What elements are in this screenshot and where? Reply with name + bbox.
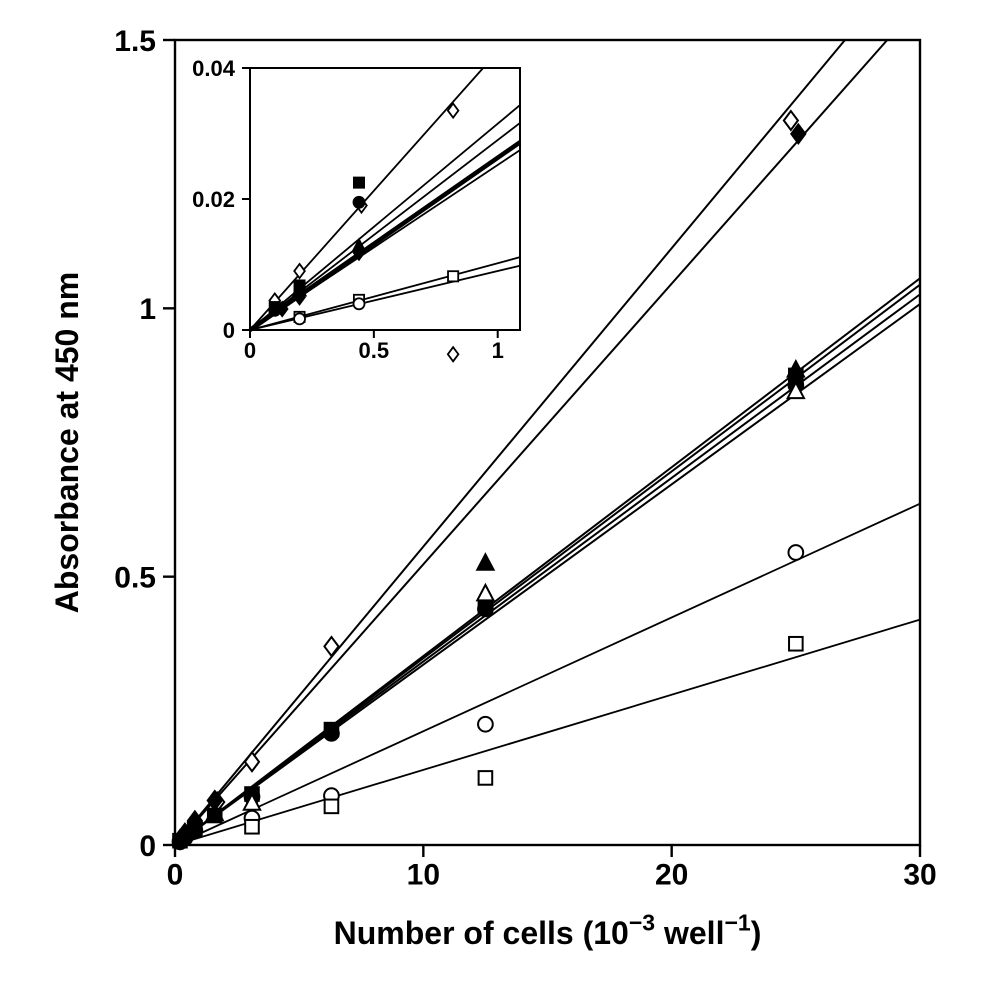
filled-diamond-marker	[352, 244, 366, 262]
plot-frame	[249, 67, 521, 331]
y-tick-label: 0.04	[192, 56, 236, 81]
chart-inset: 0 0.5 1 0 0.02 0.04	[192, 56, 522, 363]
open-square-marker	[244, 818, 260, 835]
open-triangle-marker	[475, 582, 496, 602]
filled-circle-marker	[477, 600, 494, 618]
open-diamond-fit-line	[174, 39, 846, 846]
open-diamond-fit-line	[249, 67, 484, 331]
x-tick-label: 30	[903, 859, 936, 892]
plot-frame	[173, 38, 922, 847]
y-tick-label: 1	[139, 293, 156, 326]
filled-diamond-marker	[293, 288, 306, 306]
open-circle-marker	[477, 715, 494, 733]
y-tick-label: 0	[139, 830, 156, 863]
filled-square-marker	[352, 176, 365, 189]
open-triangle-marker	[786, 380, 806, 400]
x-tick-label: 20	[655, 859, 688, 892]
filled-square-marker	[206, 807, 223, 824]
open-diamond-marker	[293, 262, 306, 280]
y-tick-label: 0	[223, 318, 235, 343]
x-tick-label: 10	[407, 859, 440, 892]
filled-diamond-fit-line	[174, 39, 888, 846]
open-diamond-marker	[446, 101, 460, 120]
open-square-marker	[477, 770, 494, 786]
y-tick-label: 1.5	[114, 25, 156, 58]
open-triangle-marker	[242, 792, 262, 811]
stray-open-diamond-marker	[446, 345, 460, 363]
open-circle-marker	[787, 544, 805, 561]
open-diamond-marker	[323, 635, 340, 658]
open-circle-marker	[352, 297, 366, 311]
y-tick-label: 0.5	[114, 561, 156, 594]
x-tick-label: 0.5	[359, 338, 390, 363]
open-square-fit-line	[174, 618, 921, 846]
filled-diamond-fit-line	[249, 149, 521, 331]
x-tick-label: 0	[167, 859, 184, 892]
open-circle-marker	[293, 312, 306, 326]
x-tick-label: 1	[492, 338, 504, 363]
filled-circle-marker	[323, 725, 340, 742]
open-square-marker	[447, 270, 460, 283]
filled-circle-marker	[352, 195, 366, 209]
filled-diamond-marker	[790, 122, 807, 146]
x-tick-label: 0	[244, 338, 256, 363]
x-axis-label: Number of cells (10−3 well−1)	[334, 910, 762, 951]
plot-background	[250, 68, 520, 330]
open-square-marker	[788, 635, 804, 652]
y-tick-label: 0.02	[192, 187, 235, 212]
filled-diamond-marker	[275, 300, 289, 318]
filled-triangle-marker	[475, 552, 496, 571]
open-diamond-marker	[782, 109, 800, 132]
filled-circle-marker	[186, 822, 204, 839]
open-diamond-marker	[243, 750, 261, 773]
open-square-marker	[323, 798, 340, 815]
y-axis-label: Absorbance at 450 nm	[49, 272, 85, 613]
